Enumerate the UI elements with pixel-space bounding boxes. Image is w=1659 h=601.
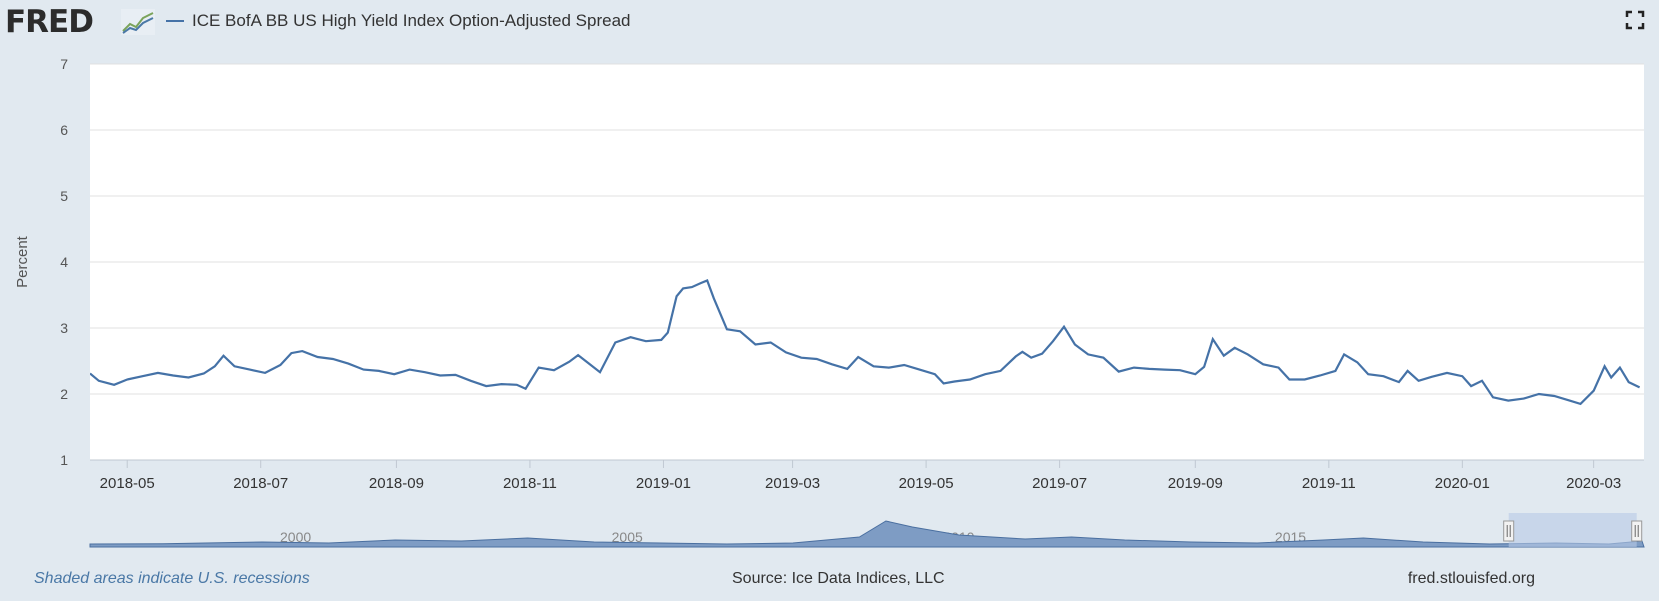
- fullscreen-icon[interactable]: [1625, 10, 1645, 30]
- y-tick-label: 2: [60, 386, 68, 402]
- navigator-handle[interactable]: [1503, 520, 1515, 542]
- chart-legend[interactable]: ICE BofA BB US High Yield Index Option-A…: [166, 11, 630, 31]
- x-tick-label: 2018-09: [369, 475, 424, 492]
- chart-header: FRED ICE BofA BB US High Yield Index Opt…: [0, 0, 1659, 44]
- fred-logo[interactable]: FRED: [5, 4, 94, 40]
- x-tick-label: 2019-01: [636, 475, 691, 492]
- trend-lines-icon: [121, 9, 155, 35]
- y-tick-label: 4: [60, 254, 68, 270]
- navigator-year-label: 2000: [280, 529, 311, 545]
- legend-swatch: [166, 20, 184, 22]
- navigator-area: [89, 520, 1645, 548]
- series-line: [90, 279, 1641, 406]
- x-tick-label: 2020-01: [1435, 475, 1490, 492]
- navigator-handle-body: [1503, 520, 1515, 542]
- x-tick-label: 2019-09: [1168, 475, 1223, 492]
- line-chart: 1 2 3 4 5 6 7 2018-05 2018-07 2018-09 2018-11 2019-…: [14, 56, 1645, 548]
- navigator[interactable]: 2000200520102015: [89, 513, 1645, 548]
- legend-series-label: ICE BofA BB US High Yield Index Option-A…: [192, 11, 631, 30]
- site-link[interactable]: fred.stlouisfed.org: [1407, 570, 1535, 587]
- x-tick-label: 2019-03: [765, 475, 820, 492]
- navigator-handle-body: [1631, 520, 1643, 542]
- navigator-selection: [1508, 513, 1637, 547]
- y-tick-label: 5: [60, 188, 68, 204]
- recessions-note-link[interactable]: Shaded areas indicate U.S. recessions: [34, 570, 310, 587]
- y-tick-label: 3: [60, 320, 68, 336]
- x-tick-label: 2018-11: [503, 475, 557, 492]
- x-tick-label: 2018-07: [233, 475, 288, 492]
- y-axis-title: Percent: [14, 235, 31, 288]
- y-tick-label: 1: [60, 452, 68, 468]
- y-tick-label: 6: [60, 122, 68, 138]
- source-text: Source: Ice Data Indices, LLC: [732, 570, 945, 587]
- x-tick-label: 2019-07: [1032, 475, 1087, 492]
- x-tick-label: 2018-05: [100, 475, 155, 492]
- x-tick-label: 2020-03: [1566, 475, 1621, 492]
- navigator-year-label: 2005: [612, 529, 643, 545]
- x-tick-label: 2019-05: [899, 475, 954, 492]
- navigator-handle[interactable]: [1631, 520, 1643, 542]
- x-tick-label: 2019-11: [1302, 475, 1356, 492]
- y-tick-label: 7: [60, 56, 68, 72]
